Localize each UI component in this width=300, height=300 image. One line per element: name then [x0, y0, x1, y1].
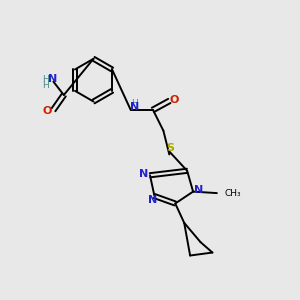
Text: O: O: [43, 106, 52, 116]
Text: S: S: [166, 142, 174, 153]
Text: N: N: [140, 169, 149, 179]
Text: N: N: [48, 74, 57, 84]
Text: O: O: [170, 95, 179, 105]
Text: H: H: [42, 81, 49, 90]
Text: N: N: [130, 103, 139, 112]
Text: H: H: [42, 75, 49, 84]
Text: CH₃: CH₃: [224, 189, 241, 198]
Text: H: H: [131, 99, 138, 108]
Text: N: N: [148, 195, 158, 205]
Text: N: N: [194, 185, 204, 195]
